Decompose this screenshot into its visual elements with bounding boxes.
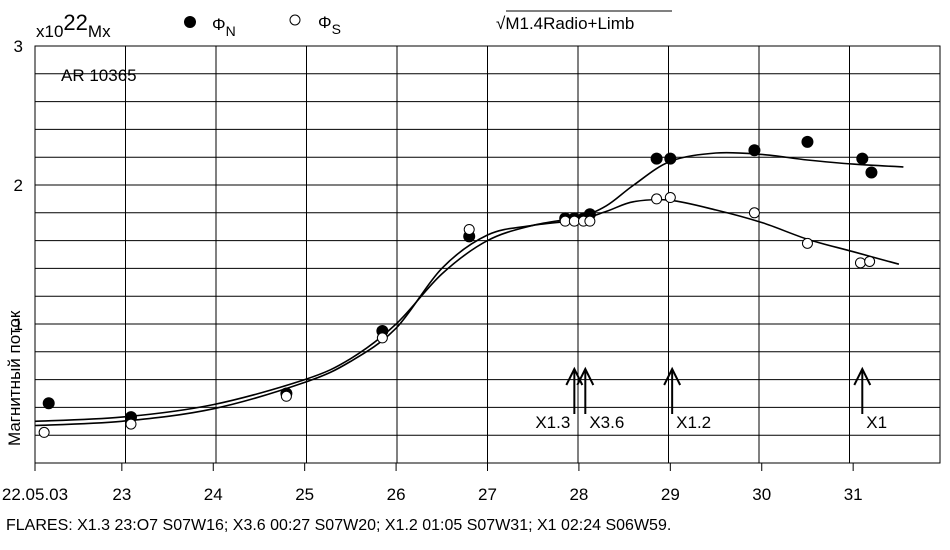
x-tick-label: 25: [295, 485, 314, 504]
flare-arrow-head: [663, 366, 682, 386]
x-tick-label: 27: [478, 485, 497, 504]
x-tick-label: 31: [844, 485, 863, 504]
legend-symbol-south: Φ: [318, 13, 332, 32]
y-tick-labels: 1 2 3: [14, 37, 23, 334]
data-point-south: [664, 192, 676, 204]
flare-arrow: X1: [853, 366, 887, 432]
x-tick-label: 26: [387, 485, 406, 504]
flare-arrow: X3.6: [576, 366, 624, 432]
fit-curve-s: [34, 198, 900, 427]
flare-label: X1.3: [535, 413, 570, 432]
y-tick-label: 3: [14, 37, 23, 56]
data-point-north: [664, 152, 677, 165]
data-point-south: [864, 255, 876, 267]
x-tick-labels: 22.05.03 23 24 25 26 27 28 29 30 31: [2, 463, 863, 504]
y-tick-label: 1: [14, 315, 23, 334]
data-point-south: [463, 223, 475, 235]
legend-sub-south: S: [332, 21, 341, 37]
fit-curves: [34, 151, 904, 427]
data-point-north: [748, 144, 761, 157]
x-tick-label: 28: [569, 485, 588, 504]
flare-arrow: X1.3: [535, 366, 584, 432]
fit-curve-n: [34, 151, 904, 423]
data-point-south: [38, 426, 50, 438]
legend: ΦN ΦS: [184, 13, 341, 39]
data-point-north: [801, 135, 814, 148]
x-tick-label: 30: [752, 485, 771, 504]
data-point-south: [559, 215, 571, 227]
flare-label: X1: [866, 413, 887, 432]
data-point-south: [568, 215, 580, 227]
legend-marker-north: [184, 16, 196, 28]
flare-markers: X1.3 X3.6 X1.2 X1: [535, 366, 887, 432]
unit-suffix: Mx: [88, 22, 111, 41]
data-point-north: [856, 152, 869, 165]
y-axis-label: Магнитный поток: [5, 310, 24, 446]
flare-arrow-head: [853, 366, 872, 386]
data-point-south: [280, 390, 292, 402]
y-tick-label: 2: [14, 176, 23, 195]
data-point-south: [801, 237, 813, 249]
data-point-south: [376, 332, 388, 344]
region-label: AR 10365: [61, 66, 137, 85]
event-label: √M1.4Radio+Limb: [496, 14, 634, 33]
data-point-south: [748, 207, 760, 219]
data-point-south: [854, 257, 866, 269]
data-point-north: [650, 152, 663, 165]
unit-exponent: 22: [63, 10, 87, 35]
x-tick-label: 22.05.03: [2, 485, 68, 504]
legend-symbol-north: Φ: [212, 15, 226, 34]
unit-prefix: x10: [36, 22, 63, 41]
data-point-south: [651, 193, 663, 205]
grid: [35, 46, 940, 463]
data-point-south: [125, 418, 137, 430]
unit-label: x1022Mx: [36, 10, 111, 41]
x-tick-label: 29: [661, 485, 680, 504]
x-tick-label: 23: [112, 485, 131, 504]
flare-arrow-head: [576, 366, 595, 386]
data-point-north: [865, 166, 878, 179]
data-point-north: [42, 397, 55, 410]
legend-marker-south: [289, 14, 301, 26]
flare-label: X1.2: [676, 413, 711, 432]
data-points: [38, 135, 878, 438]
flare-arrow: X1.2: [663, 366, 711, 432]
x-tick-label: 24: [204, 485, 223, 504]
flare-label: X3.6: [589, 413, 624, 432]
flares-footnote: FLARES: X1.3 23:O7 S07W16; X3.6 00:27 S0…: [6, 517, 672, 534]
legend-label-north: ΦN: [212, 15, 236, 39]
legend-sub-north: N: [226, 23, 236, 39]
data-point-south: [584, 215, 596, 227]
legend-label-south: ΦS: [318, 13, 341, 37]
